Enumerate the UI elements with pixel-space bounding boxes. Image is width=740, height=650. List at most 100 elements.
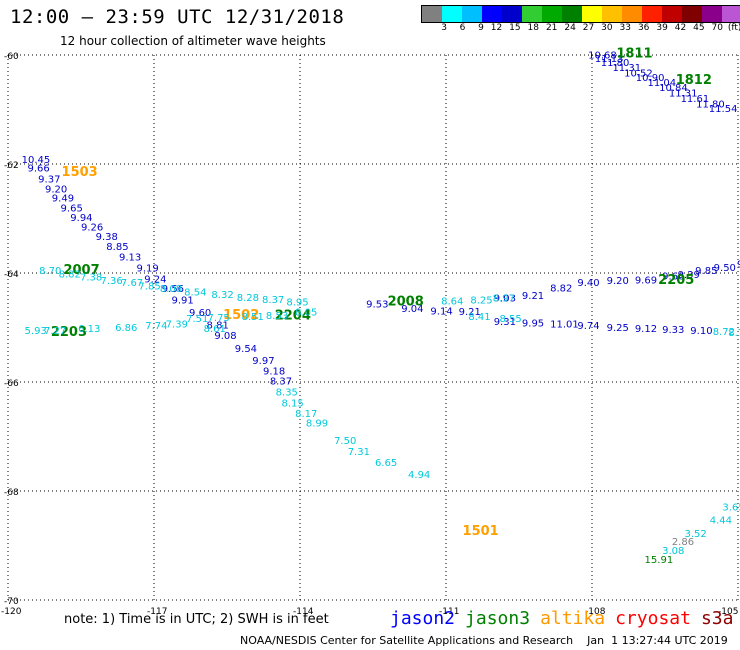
wave-height-label: 9.28	[737, 260, 740, 271]
scale-label: 36	[637, 23, 650, 33]
longitude-label: -117	[147, 607, 167, 617]
legend-item-s3a: s3a	[700, 608, 734, 629]
scale-label: 30	[601, 23, 613, 33]
wave-height-label: 2.86	[672, 537, 694, 548]
wave-height-label: 6.65	[375, 458, 397, 469]
longitude-label: -108	[585, 607, 606, 617]
wave-height-label: 9.03	[494, 293, 516, 304]
wave-height-label: 9.95	[522, 318, 544, 329]
wave-height-label: 9.39	[678, 270, 700, 281]
wave-height-label: 3.08	[662, 546, 684, 557]
wave-height-label: 7.74	[145, 321, 167, 332]
latitude-label: -64	[4, 270, 19, 280]
wave-height-label: 9.85	[695, 266, 717, 277]
scale-swatch	[422, 6, 442, 22]
wave-height-label: 7.38	[80, 273, 102, 284]
scale-label: 27	[582, 23, 595, 33]
pass-id-label: 1501	[463, 524, 499, 539]
scale-label: 70	[711, 23, 723, 33]
wave-height-label: 9.54	[235, 344, 257, 355]
wave-height-label: 9.33	[662, 325, 684, 336]
wave-height-label: 9.14	[430, 306, 452, 317]
scale-swatch	[502, 6, 522, 22]
wave-height-label: 8.85	[106, 242, 128, 253]
wave-height-label: 9.66	[662, 272, 684, 283]
wave-height-label: 6.86	[115, 323, 137, 334]
wave-height-label: 9.56	[162, 284, 184, 295]
wave-height-label: 9.66	[27, 164, 49, 175]
wave-height-label: 8.53	[266, 311, 288, 322]
legend-item-cryosat: cryosat	[615, 608, 691, 629]
wave-height-label: 8.54	[184, 287, 206, 298]
scale-label: 15	[509, 23, 521, 33]
wave-height-label: 9.04	[401, 304, 423, 315]
wave-height-label: 9.65	[61, 203, 83, 214]
footer-note: note: 1) Time is in UTC; 2) SWH is in fe…	[64, 612, 329, 627]
wave-height-label: 9.97	[252, 356, 274, 367]
scale-label: 45	[693, 23, 705, 33]
wave-height-label: 9.19	[136, 263, 158, 274]
wave-height-label: 8.41	[468, 312, 490, 323]
longitude-label: -120	[1, 607, 22, 617]
wave-height-label: 9.20	[607, 276, 629, 287]
wave-height-label: 9.24	[144, 274, 166, 285]
scale-swatch	[582, 6, 602, 22]
wave-height-label: 10.84	[659, 83, 688, 94]
wave-height-label: 9.18	[263, 366, 285, 377]
wave-height-label: 8.08	[160, 284, 182, 295]
wave-height-label: 9.38	[96, 232, 118, 243]
pass-id-label: 1812	[676, 73, 712, 88]
track-jason2-c: 9.53 9.04 9.14 9.21 9.03 9.21 8.82 9.40 9.20 9.69…	[366, 260, 740, 318]
wave-height-label: 10.52	[624, 68, 653, 79]
latitude-label: -66	[4, 379, 19, 389]
wave-height-label: 7.27	[44, 326, 66, 337]
wave-height-label: 11.13	[595, 54, 624, 65]
wave-height-label: 9.20	[45, 184, 67, 195]
wave-height-label: 8.61	[204, 324, 226, 335]
wave-height-label: 8.17	[295, 409, 317, 420]
track-other-gray: 2.86	[672, 537, 694, 548]
wave-height-label: 9.50	[714, 263, 736, 274]
wave-height-label: 8.97	[493, 293, 515, 304]
scale-swatch	[662, 6, 682, 22]
pass-id-label: 1811	[616, 47, 652, 62]
wave-height-label: 4.94	[408, 470, 430, 481]
wave-height-label: 8.82	[59, 269, 81, 280]
scale-label: 9	[478, 23, 484, 33]
wave-height-label: 9.25	[607, 323, 629, 334]
wave-height-label: 3.65	[722, 503, 740, 514]
wave-height-label: 8.74	[728, 328, 740, 339]
scale-label: 12	[490, 23, 503, 33]
longitude-label: -114	[293, 607, 314, 617]
scale-label: 39	[656, 23, 668, 33]
wave-height-label: 9.10	[690, 326, 712, 337]
chart-subtitle: 12 hour collection of altimeter wave hei…	[60, 34, 326, 48]
wave-height-label: 8.28	[237, 293, 259, 304]
wave-height-label: 11.54	[709, 104, 738, 115]
wave-height-label: 9.60	[189, 308, 211, 319]
scale-swatch	[542, 6, 562, 22]
wave-height-label: 9.21	[459, 307, 481, 318]
pass-id-label: 2204	[275, 308, 311, 323]
wave-height-label: 9.26	[81, 222, 103, 233]
wave-height-label: 8.15	[282, 399, 304, 410]
scale-label: 3	[441, 23, 447, 33]
scale-swatch	[442, 6, 462, 22]
scale-swatch	[482, 6, 502, 22]
wave-height-label: 9.31	[494, 317, 516, 328]
scale-label: (ft)	[727, 23, 740, 33]
wave-height-label: 3.52	[684, 529, 706, 540]
latitude-label: -68	[4, 488, 19, 498]
wave-height-label: 9.49	[52, 194, 74, 205]
scale-swatch	[642, 6, 662, 22]
scale-label: 21	[545, 23, 558, 33]
track-jason2-a: 10.6811.1311.8011.3110.5210.9011.0410.84…	[588, 50, 737, 115]
scale-label: 18	[527, 23, 539, 33]
wave-height-label: 8.99	[306, 419, 328, 430]
wave-height-label: 7.36	[100, 276, 122, 287]
scale-swatch	[682, 6, 702, 22]
wave-height-label: 11.80	[696, 99, 725, 110]
wave-height-label: 9.53	[366, 299, 388, 310]
wave-height-label: 7.67	[121, 278, 143, 289]
